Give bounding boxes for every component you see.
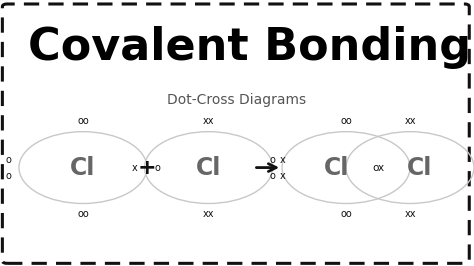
Text: Cl: Cl (70, 156, 96, 180)
Text: Covalent Bonding: Covalent Bonding (28, 26, 472, 69)
Text: Cl: Cl (196, 156, 221, 180)
Text: x: x (280, 155, 285, 165)
Text: o: o (6, 155, 12, 165)
Text: x: x (280, 171, 285, 181)
Text: Cl: Cl (324, 156, 349, 180)
Text: xx: xx (404, 116, 416, 126)
Text: xx: xx (203, 209, 214, 219)
Text: o: o (6, 171, 12, 181)
Text: xx: xx (203, 116, 214, 126)
Text: o: o (269, 155, 275, 165)
Text: Dot-Cross Diagrams: Dot-Cross Diagrams (167, 93, 307, 107)
Text: +: + (137, 157, 156, 178)
Text: oo: oo (77, 116, 89, 126)
Text: oo: oo (340, 116, 352, 126)
Text: oo: oo (340, 209, 352, 219)
Text: oo: oo (77, 209, 89, 219)
Text: o: o (269, 171, 275, 181)
Text: Cl: Cl (407, 156, 432, 180)
Text: x: x (132, 163, 137, 173)
Text: xx: xx (404, 209, 416, 219)
Text: ox: ox (372, 163, 384, 173)
Text: o: o (154, 163, 160, 173)
